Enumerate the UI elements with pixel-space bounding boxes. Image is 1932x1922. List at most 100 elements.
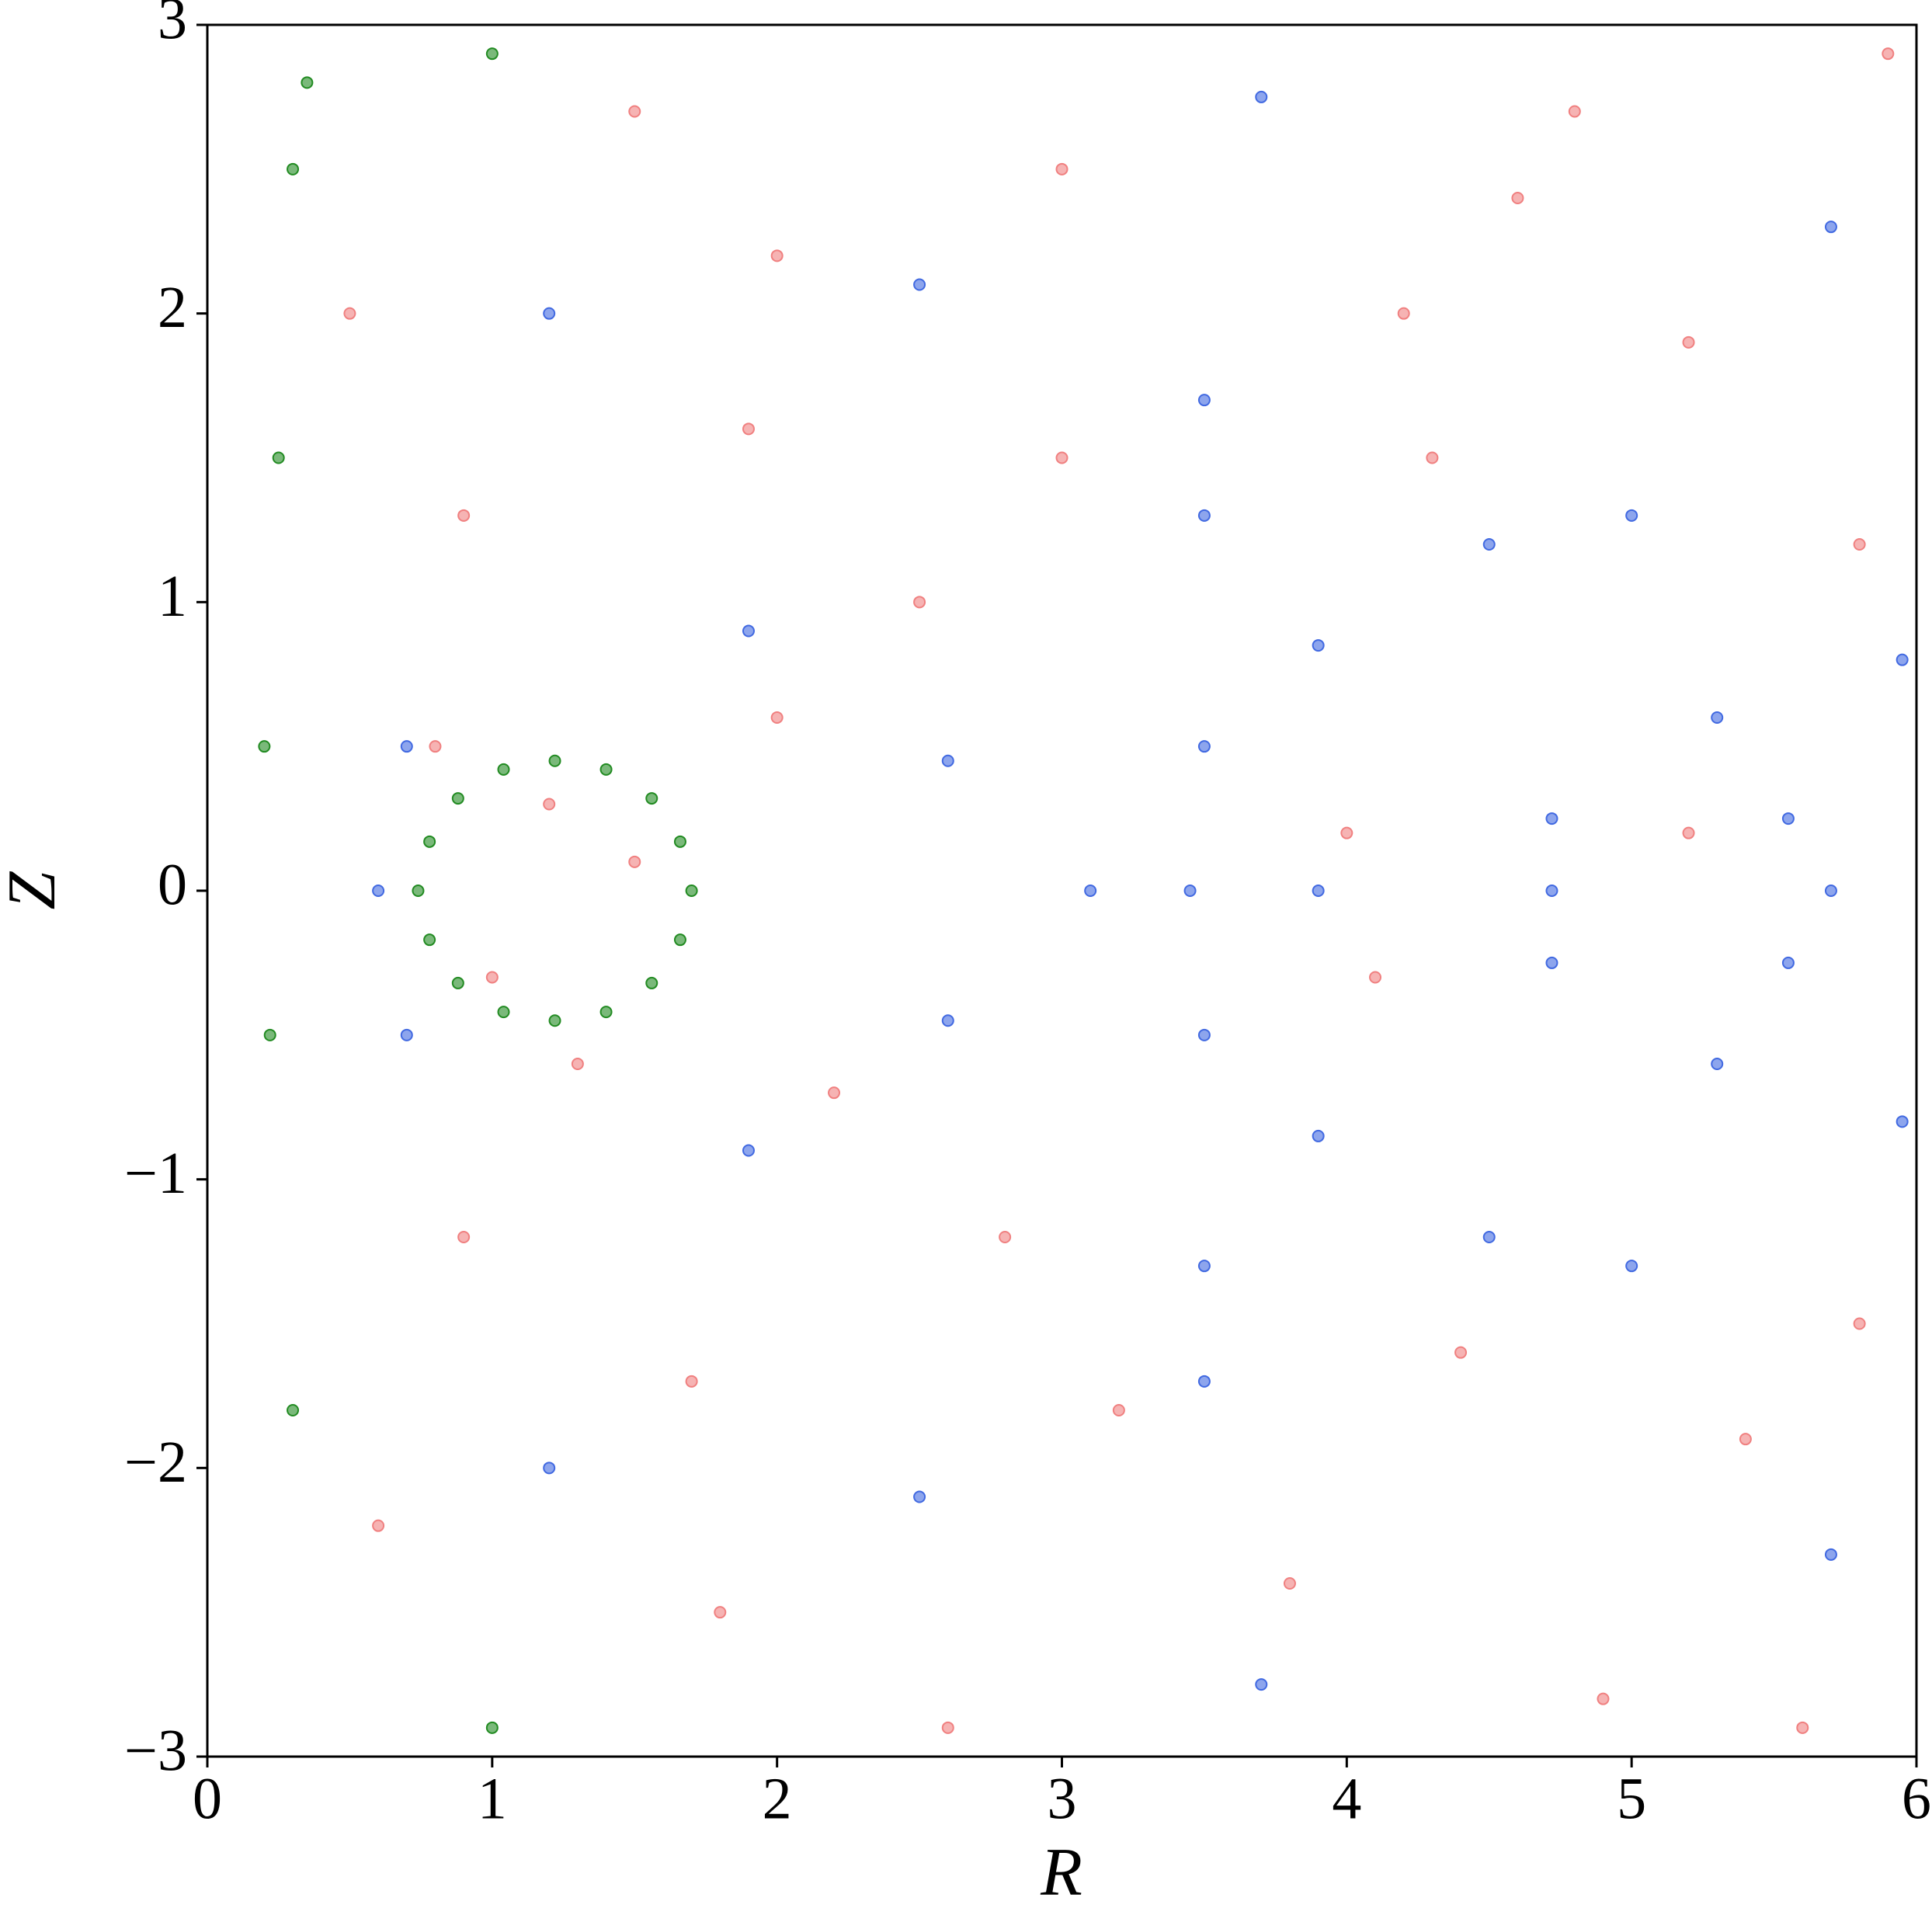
point [742, 1144, 755, 1157]
point [1796, 1721, 1809, 1734]
point [1824, 885, 1837, 897]
point [673, 933, 686, 947]
point [1112, 1404, 1125, 1416]
point [1482, 1231, 1496, 1243]
point [423, 933, 436, 947]
point [828, 1086, 841, 1100]
point [548, 1014, 561, 1027]
point [1283, 1577, 1296, 1590]
point [485, 1721, 499, 1734]
point [1340, 826, 1353, 839]
point [372, 1519, 385, 1532]
x-tick-label: 6 [1902, 1766, 1931, 1831]
point [913, 278, 926, 291]
point [543, 798, 556, 811]
point [1545, 885, 1558, 897]
point [599, 763, 613, 776]
point [485, 971, 499, 984]
point [1197, 740, 1211, 753]
point [1197, 1260, 1211, 1273]
point [301, 76, 314, 89]
point [457, 509, 471, 522]
point [272, 451, 285, 464]
point [258, 740, 271, 753]
point [1197, 1028, 1211, 1041]
point [412, 885, 425, 897]
point [685, 1375, 698, 1388]
point [1397, 307, 1410, 320]
point [1625, 509, 1638, 522]
point [1255, 90, 1268, 103]
point [941, 1721, 954, 1734]
point [1197, 509, 1211, 522]
x-tick-label: 1 [478, 1766, 507, 1831]
y-tick-label: 1 [158, 564, 187, 629]
point [628, 855, 641, 868]
point [645, 976, 658, 989]
point [685, 885, 698, 897]
point [645, 792, 658, 805]
x-tick-label: 4 [1332, 1766, 1361, 1831]
point [1197, 1375, 1211, 1388]
point [1853, 1317, 1866, 1330]
y-tick-label: −1 [124, 1141, 187, 1206]
point [372, 885, 385, 897]
point [343, 307, 356, 320]
point [770, 249, 784, 262]
point [1055, 451, 1069, 464]
point [1853, 538, 1866, 551]
point [999, 1231, 1012, 1243]
y-tick-label: 2 [158, 275, 187, 340]
point [451, 792, 464, 805]
point [1183, 885, 1197, 897]
y-axis-label: Z [0, 871, 70, 909]
point [913, 596, 926, 609]
point [287, 162, 300, 176]
point [543, 1461, 556, 1475]
point [628, 105, 641, 118]
point [1312, 1129, 1325, 1142]
point [543, 307, 556, 320]
point [400, 740, 413, 753]
y-tick-label: 0 [158, 852, 187, 917]
point [1625, 1260, 1638, 1273]
point [714, 1606, 727, 1619]
point [1896, 1115, 1909, 1128]
point [1739, 1433, 1752, 1446]
point [1084, 885, 1097, 897]
point [451, 976, 464, 989]
point [497, 763, 510, 776]
point [548, 754, 561, 767]
point [1568, 105, 1581, 118]
point [1597, 1692, 1610, 1705]
point [429, 740, 442, 753]
point [673, 835, 686, 848]
point [1482, 538, 1496, 551]
x-tick-label: 3 [1048, 1766, 1077, 1831]
point [457, 1231, 471, 1243]
x-tick-label: 0 [193, 1766, 222, 1831]
point [742, 422, 755, 436]
point [1369, 971, 1382, 984]
point [742, 624, 755, 638]
point [1711, 711, 1724, 724]
point [263, 1028, 276, 1041]
point [913, 1490, 926, 1503]
point [941, 1014, 954, 1027]
point [497, 1006, 510, 1019]
point [1824, 1548, 1837, 1561]
point [423, 835, 436, 848]
point [287, 1404, 300, 1416]
point [1896, 653, 1909, 666]
point [1197, 394, 1211, 407]
point [1882, 47, 1895, 61]
x-tick-label: 5 [1617, 1766, 1646, 1831]
y-tick-label: 3 [158, 0, 187, 51]
point [1511, 192, 1524, 204]
point [1055, 162, 1069, 176]
point [1255, 1678, 1268, 1691]
y-tick-label: −2 [124, 1430, 187, 1495]
x-axis-label: R [1040, 1835, 1082, 1910]
point [1682, 335, 1695, 349]
